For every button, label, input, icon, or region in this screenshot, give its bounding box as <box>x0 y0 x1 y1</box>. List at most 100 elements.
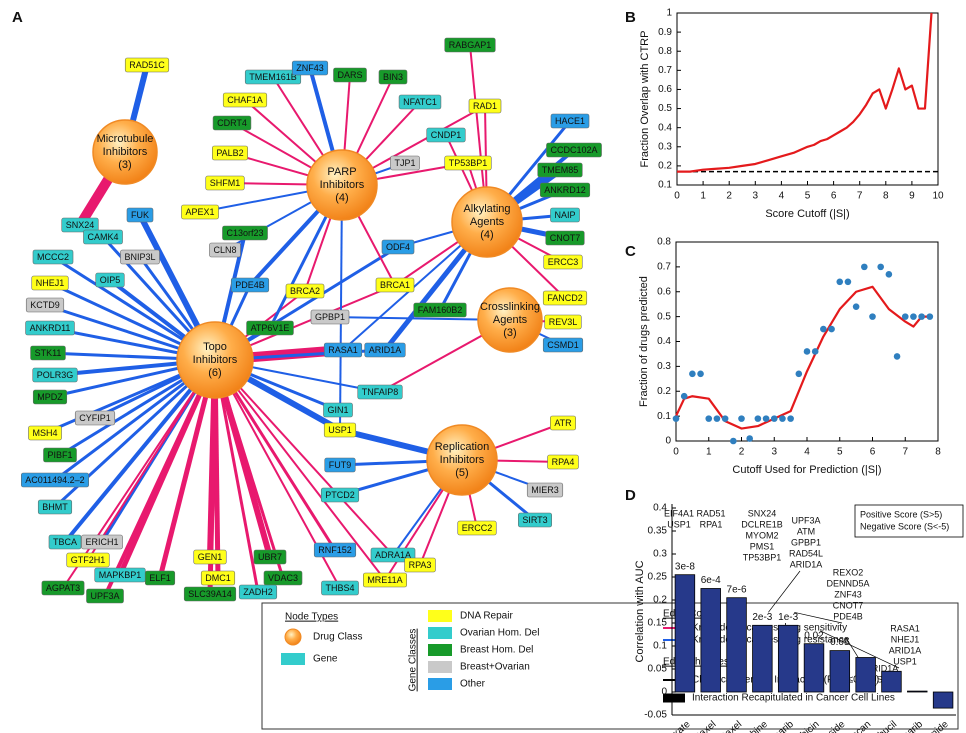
gene-label: RNF152 <box>318 545 352 555</box>
x-tick-label: 7 <box>857 191 863 202</box>
gene-node <box>537 162 583 178</box>
gene-label: FUK <box>131 210 149 220</box>
gene-node <box>81 534 123 550</box>
edge <box>214 359 394 556</box>
gene-label: TJP1 <box>394 158 415 168</box>
x-tick-label: 7 <box>902 447 908 458</box>
gene-label: BHMT <box>42 502 68 512</box>
gene-label: SNX24 <box>66 220 95 230</box>
gene-node <box>31 275 69 291</box>
gene-node <box>86 588 124 604</box>
gene-label: TBCA <box>53 537 77 547</box>
legend-label: Gene <box>313 654 338 665</box>
gene-node <box>32 367 78 383</box>
bar <box>932 691 954 709</box>
gene-label: NHEJ1 <box>36 278 65 288</box>
point <box>770 415 778 422</box>
p-value-label: 0.05 <box>830 637 850 648</box>
gene-label: RAD51C <box>129 60 165 70</box>
gene-node <box>74 410 116 426</box>
gene-label: ADRA1A <box>375 550 411 560</box>
gene-node <box>357 384 403 400</box>
gene-label: CAMK4 <box>87 232 118 242</box>
fit-line <box>675 285 930 430</box>
point <box>738 415 745 422</box>
gene-label: HACE1 <box>555 116 585 126</box>
gene-label: RPA3 <box>409 560 432 570</box>
point <box>672 415 680 422</box>
legend-drug-swatch <box>284 628 302 646</box>
gene-list-label: USP1 <box>893 656 917 666</box>
gene-label: CHAF1A <box>227 95 263 105</box>
gene-node <box>25 320 75 336</box>
panel-label: B <box>625 9 636 26</box>
gene-label: TP53BP1 <box>449 158 488 168</box>
bar <box>700 588 721 693</box>
y-tick-label: 0.1 <box>653 641 667 652</box>
drug-label: PARP <box>327 166 356 178</box>
gene-label: CSMD1 <box>547 340 579 350</box>
x-tick-label: 0 <box>673 447 679 458</box>
gene-list-label: REXO2 <box>833 567 864 577</box>
gene-node <box>126 207 154 223</box>
gene-node <box>378 69 408 85</box>
drug-node <box>477 287 543 353</box>
gene-label: MAPKBP1 <box>99 570 142 580</box>
gene-label: NAIP <box>554 210 575 220</box>
gene-list-label: MYOM2 <box>745 530 778 540</box>
gene-label: CNOT7 <box>550 233 581 243</box>
gene-list-label: ARID1A <box>889 645 922 655</box>
gene-list-label: RAD51 <box>696 508 725 518</box>
y-tick-label: 0.2 <box>653 595 667 606</box>
gene-node <box>321 580 359 596</box>
gene-label: FUT9 <box>329 460 352 470</box>
gene-node <box>542 337 584 353</box>
drug-label: Inhibitors <box>440 454 485 466</box>
point <box>787 415 794 422</box>
drug-label: Replication <box>435 441 489 453</box>
gene-node <box>222 225 268 241</box>
gene-label: GPBP1 <box>315 312 345 322</box>
gene-node <box>545 230 585 246</box>
x-tick-label: 8 <box>883 191 889 202</box>
gene-label: ANKRD11 <box>30 323 71 333</box>
gene-label: MPDZ <box>37 392 63 402</box>
drug-label: Inhibitors <box>320 179 365 191</box>
gene-node <box>230 277 270 293</box>
legend-title: Edge Thickness <box>663 657 734 668</box>
x-tick-label: 4 <box>779 191 785 202</box>
point <box>918 313 925 320</box>
x-axis-label: Score Cutoff (|S|) <box>765 208 849 220</box>
legend-label: Drug Class <box>313 632 362 643</box>
legend-label: DNA Repair <box>460 611 513 622</box>
gene-list-label: ARID1A <box>866 663 899 673</box>
y-axis-label: Fraction Overlap with CTRP <box>639 31 651 168</box>
plot-frame <box>675 241 939 442</box>
y-axis-label: Fraction of drugs predicted <box>638 276 650 407</box>
connector <box>819 630 900 669</box>
drug-node <box>306 149 378 221</box>
gene-node <box>181 204 219 220</box>
legend-title: Node Types <box>285 612 338 623</box>
x-tick-label: 5 <box>837 447 843 458</box>
gene-node <box>320 487 360 503</box>
point <box>836 278 844 286</box>
gene-node <box>32 249 74 265</box>
gene-label: REV3L <box>549 317 578 327</box>
gene-node <box>404 557 436 573</box>
edge <box>213 359 260 593</box>
point <box>746 435 753 442</box>
x-tick-label: 1 <box>700 191 706 202</box>
p-value-label: 1e-3 <box>778 612 798 623</box>
legend-swatch <box>428 627 452 639</box>
point <box>803 348 811 355</box>
gene-node <box>25 297 65 313</box>
gene-node <box>370 547 416 563</box>
point <box>852 303 860 310</box>
gene-node <box>364 342 406 358</box>
edge <box>339 184 343 431</box>
gene-label: TMEM85 <box>542 165 579 175</box>
point <box>893 353 901 360</box>
gene-label: MCCC2 <box>37 252 69 262</box>
